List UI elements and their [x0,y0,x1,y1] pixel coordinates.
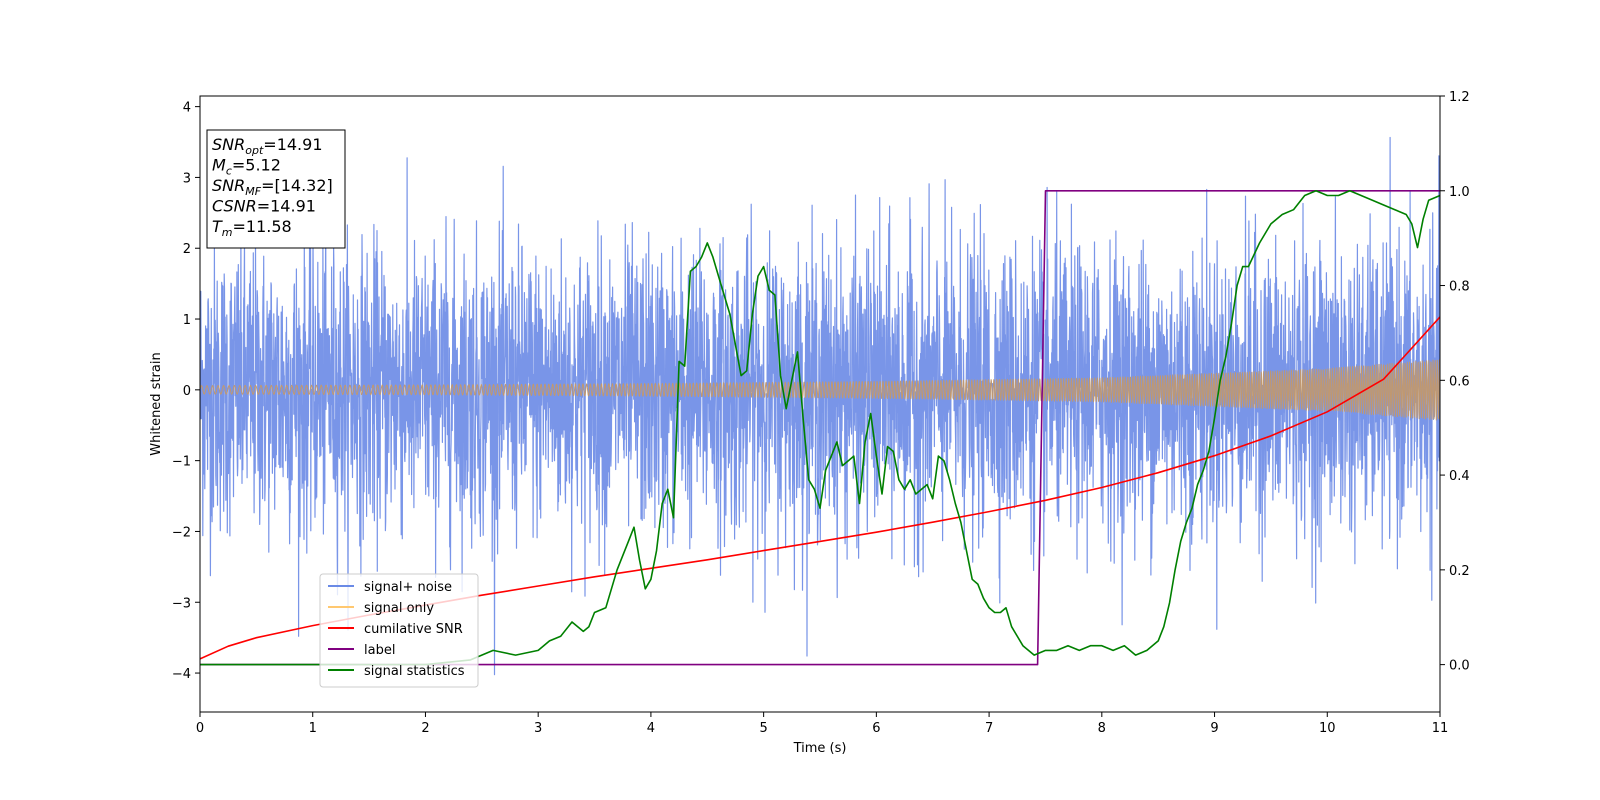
legend-entry-label: signal only [364,601,434,616]
info-box: SNRopt=14.91Mc=5.12SNRMF=[14.32]CSNR=14.… [206,129,346,249]
legend-entry-label: signal+ noise [364,580,452,595]
x-tick-label: 0 [196,721,204,736]
info-box-line: Tm=11.58 [212,217,292,239]
y-right-tick-label: 0.6 [1449,374,1470,389]
series-line-label [200,190,1440,666]
x-tick-label: 4 [647,721,655,736]
series-line-signal-noise [200,136,1440,676]
y-left-tick-label: −2 [172,525,191,540]
y-left-tick-label: −1 [172,455,191,470]
legend-frame [319,573,479,688]
y-left-tick-label: 1 [183,313,191,328]
legend-entry-label: label [364,643,395,658]
y-right-tick-label: 0.4 [1449,469,1470,484]
x-tick-label: 2 [421,721,429,736]
x-tick-label: 5 [759,721,767,736]
y-left-tick-label: 0 [183,384,191,399]
y-right-tick-label: 0.8 [1449,280,1470,295]
y-left-tick-label: 2 [183,242,191,257]
info-box-line: SNRopt=14.91 [212,135,323,157]
series-line-signal-only [200,359,1440,421]
info-box-line: SNRMF=[14.32] [212,176,333,198]
y-axis-right: 1.2 1.0 0.8 0.6 0.4 0.2 0.0 [1440,90,1470,674]
x-axis-title: Time (s) [793,741,847,756]
y-right-tick-label: 1.0 [1449,185,1470,200]
y-left-tick-label: 3 [183,171,191,186]
legend-entry-label: signal statistics [364,664,465,679]
x-tick-label: 11 [1432,721,1449,736]
x-tick-label: 9 [1210,721,1218,736]
y-axis-title: Whitened strain [149,352,164,455]
x-tick-label: 10 [1319,721,1336,736]
x-tick-label: 3 [534,721,542,736]
y-right-tick-label: 0.0 [1449,659,1470,674]
legend: signal+ noise signal only cumilative SNR la… [319,573,479,688]
y-axis-left: 4 3 2 1 0 −1 −2 −3 −4 [172,101,200,682]
y-left-tick-label: −3 [172,596,191,611]
x-axis: 0 1 2 3 4 5 6 7 8 9 10 11 [196,712,1448,736]
x-tick-label: 7 [985,721,993,736]
info-box-frame [206,129,346,249]
info-box-line: CSNR=14.91 [212,197,316,216]
axes-frame [199,95,1441,713]
info-box-line: Mc=5.12 [212,156,281,178]
x-tick-label: 8 [1098,721,1106,736]
x-tick-label: 6 [872,721,880,736]
y-left-tick-label: 4 [183,101,191,116]
x-tick-label: 1 [309,721,317,736]
series-line-signal-statistics [200,190,1440,666]
y-right-tick-label: 1.2 [1449,90,1470,105]
y-left-tick-label: −4 [172,667,191,682]
legend-entry-label: cumilative SNR [364,622,463,637]
y-right-tick-label: 0.2 [1449,564,1470,579]
